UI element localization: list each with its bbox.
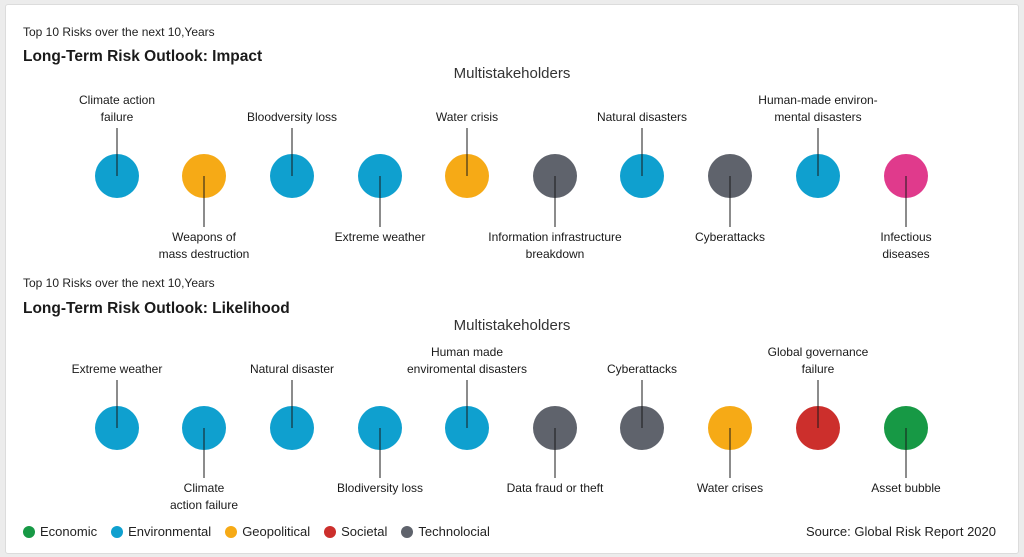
impact-subtitle: Top 10 Risks over the next 10,Years — [23, 25, 215, 39]
legend-label: Economic — [40, 524, 98, 539]
risk-connector-line — [729, 176, 731, 227]
legend-label: Environmental — [128, 524, 212, 539]
legend-label: Geopolitical — [242, 524, 311, 539]
risk-label: Human made enviromental disasters — [406, 345, 528, 376]
risk-label: Climate action failure — [78, 93, 156, 124]
legend-dot-icon — [111, 525, 124, 538]
risk-connector-line — [554, 428, 556, 478]
legend-label: Technolocial — [418, 524, 490, 539]
risk-connector-line — [291, 380, 293, 428]
impact-group-title: Multistakeholders — [453, 65, 571, 82]
risk-connector-line — [641, 128, 643, 176]
risk-connector-line — [905, 428, 907, 478]
risk-connector-line — [554, 176, 556, 227]
risk-connector-line — [291, 128, 293, 176]
risk-connector-line — [817, 128, 819, 176]
risk-label: Data fraud or theft — [506, 481, 604, 495]
risk-connector-line — [466, 380, 468, 428]
risk-connector-line — [116, 380, 118, 428]
likelihood-subtitle: Top 10 Risks over the next 10,Years — [23, 276, 215, 290]
risk-label: Information infrastructure breakdown — [488, 230, 622, 261]
risk-label: Extreme weather — [334, 230, 426, 244]
risk-connector-line — [641, 380, 643, 428]
legend-dot-icon — [324, 525, 337, 538]
impact-title: Long-Term Risk Outlook: Impact — [23, 48, 263, 65]
risk-connector-line — [116, 128, 118, 176]
legend-dot-icon — [225, 525, 238, 538]
risk-label: Bloodversity loss — [246, 110, 338, 124]
risk-label: Cyberattacks — [606, 362, 678, 376]
risk-connector-line — [203, 176, 205, 227]
legend-dot-icon — [23, 525, 35, 538]
legend-dot-icon — [401, 525, 414, 538]
risk-label: Climate action failure — [169, 481, 239, 512]
risk-label: Water crises — [696, 481, 764, 495]
risk-connector-line — [817, 380, 819, 428]
risk-connector-line — [466, 128, 468, 176]
risk-connector-line — [379, 176, 381, 227]
likelihood-title: Long-Term Risk Outlook: Likelihood — [23, 300, 290, 317]
risk-label: Global governance failure — [767, 345, 869, 376]
legend-item: Technolocial — [401, 524, 490, 539]
legend-item: Geopolitical — [225, 524, 310, 539]
risk-connector-line — [905, 176, 907, 227]
risk-connector-line — [203, 428, 205, 478]
likelihood-group-title: Multistakeholders — [453, 317, 571, 334]
risk-label: Water crisis — [435, 110, 499, 124]
risk-connector-line — [729, 428, 731, 478]
legend-item: Economic — [23, 524, 97, 539]
risk-label: Natural disasters — [596, 110, 688, 124]
infographic-card — [5, 4, 1019, 554]
legend-item: Societal — [324, 524, 387, 539]
risk-label: Asset bubble — [871, 481, 941, 495]
category-legend: Economic Environmental Geopolitical Societa… — [23, 524, 504, 539]
risk-label: Cyberattacks — [694, 230, 766, 244]
risk-label: Blodiversity loss — [336, 481, 424, 495]
risk-label: Extreme weather — [71, 362, 163, 376]
legend-item: Environmental — [111, 524, 211, 539]
legend-label: Societal — [341, 524, 388, 539]
risk-label: Human-made environ-mental disasters — [758, 93, 878, 124]
source-note: Source: Global Risk Report 2020 — [805, 524, 996, 539]
risk-label: Weapons of mass destruction — [158, 230, 250, 261]
risk-label: Infectious diseases — [880, 230, 932, 261]
risk-connector-line — [379, 428, 381, 478]
risk-label: Natural disaster — [249, 362, 335, 376]
